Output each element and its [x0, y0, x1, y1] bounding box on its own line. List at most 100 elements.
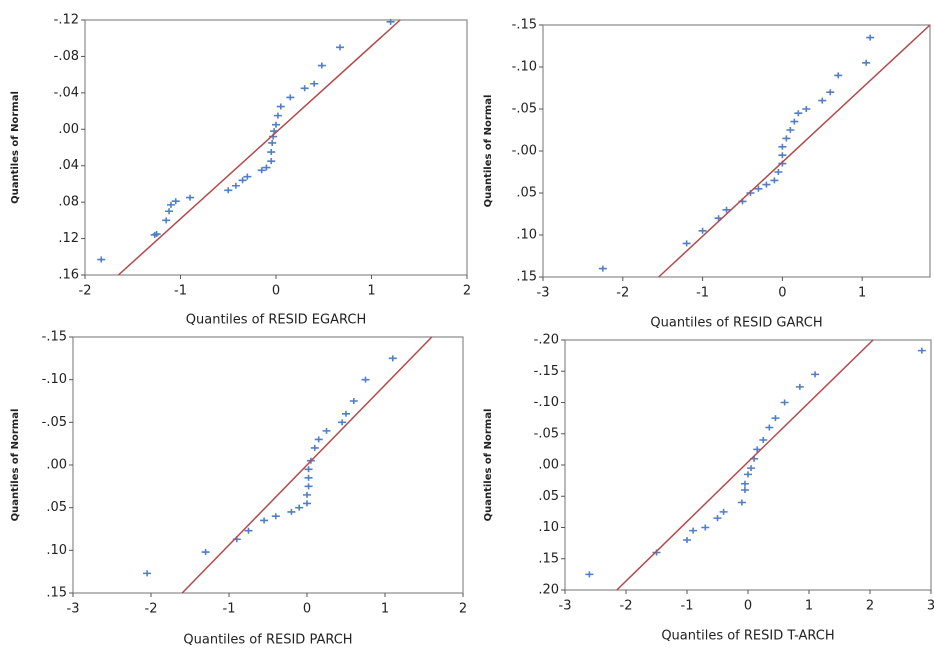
- y-tick-label: .05: [46, 500, 67, 515]
- point: [165, 208, 174, 215]
- point: [243, 173, 252, 180]
- point: [304, 466, 313, 473]
- y-tick-label: .05: [516, 186, 537, 201]
- point: [762, 181, 771, 188]
- point: [267, 158, 276, 165]
- point: [826, 89, 835, 96]
- point: [231, 182, 240, 189]
- point: [683, 537, 691, 543]
- point: [271, 513, 280, 520]
- point: [273, 112, 282, 119]
- point: [778, 143, 787, 150]
- point: [224, 187, 233, 194]
- reference-line: [616, 339, 874, 591]
- y-tick-label: .00: [46, 458, 67, 473]
- x-tick-label: -2: [79, 284, 92, 299]
- y-tick-label: -.10: [534, 395, 559, 410]
- point: [737, 499, 746, 506]
- point: [790, 118, 799, 125]
- point: [834, 72, 843, 79]
- x-tick-label: -1: [174, 284, 187, 299]
- x-tick-label: -3: [537, 286, 550, 301]
- point: [335, 44, 344, 51]
- point: [689, 527, 698, 534]
- point: [585, 571, 594, 578]
- point: [317, 62, 326, 69]
- point: [143, 570, 152, 577]
- point: [276, 103, 285, 110]
- y-tick-label: .05: [538, 489, 559, 504]
- point: [818, 97, 827, 104]
- point: [268, 139, 277, 146]
- point: [713, 515, 722, 522]
- point: [286, 94, 295, 101]
- y-tick-label: -.12: [54, 13, 79, 28]
- point: [866, 34, 875, 41]
- point: [740, 480, 749, 487]
- x-tick-label: -2: [145, 602, 158, 617]
- point: [598, 265, 607, 272]
- point: [267, 149, 276, 156]
- point: [759, 437, 768, 443]
- point: [310, 444, 319, 451]
- point: [162, 217, 171, 224]
- point: [811, 371, 820, 378]
- point: [303, 500, 311, 507]
- x-tick-label: 0: [744, 599, 752, 614]
- y-tick-label: .15: [516, 270, 537, 285]
- point: [186, 194, 195, 201]
- y-tick-label: .10: [46, 543, 67, 558]
- point: [719, 508, 728, 515]
- point: [304, 483, 313, 490]
- point: [917, 347, 926, 354]
- y-tick-label: .04: [58, 158, 79, 173]
- point: [244, 527, 253, 534]
- plot-area: [564, 339, 932, 591]
- y-tick-label: -.15: [42, 330, 67, 345]
- point: [262, 164, 271, 171]
- x-axis-label: Quantiles of RESID PARCH: [183, 633, 352, 648]
- y-axis-label: Quantiles of Normal: [483, 95, 494, 208]
- y-tick-label: -.00: [512, 144, 537, 159]
- point: [747, 465, 756, 472]
- x-tick-label: 2: [866, 599, 874, 614]
- x-tick-label: 0: [303, 602, 311, 617]
- point: [361, 376, 370, 383]
- point: [771, 415, 780, 422]
- point: [349, 398, 358, 404]
- y-tick-label: -.10: [42, 372, 67, 387]
- point: [386, 18, 395, 25]
- point: [152, 231, 161, 238]
- point: [754, 185, 763, 192]
- plot-area: [72, 336, 464, 594]
- x-tick-label: -3: [559, 599, 572, 614]
- plot-area: [542, 24, 931, 278]
- point: [295, 504, 304, 511]
- x-tick-label: 1: [381, 602, 389, 617]
- x-tick-label: 0: [272, 284, 280, 299]
- y-tick-label: .16: [58, 268, 79, 283]
- point: [795, 383, 804, 390]
- x-tick-label: -2: [620, 599, 633, 614]
- point: [171, 198, 180, 205]
- x-tick-label: 2: [463, 284, 471, 299]
- point: [303, 491, 311, 498]
- x-tick-label: 0: [778, 286, 786, 301]
- y-tick-label: .12: [58, 231, 79, 246]
- y-tick-label: .00: [58, 122, 79, 137]
- y-tick-label: -.05: [512, 102, 537, 117]
- point: [342, 410, 350, 417]
- y-tick-label: -.15: [512, 18, 537, 33]
- y-axis-label: Quantiles of Normal: [10, 409, 21, 522]
- y-axis-label: Quantiles of Normal: [483, 409, 494, 522]
- x-tick-label: 1: [367, 284, 375, 299]
- point: [862, 59, 871, 66]
- point: [166, 201, 175, 208]
- y-tick-label: .10: [538, 520, 559, 535]
- y-tick-label: .00: [538, 458, 559, 473]
- point: [701, 524, 710, 531]
- point: [740, 487, 749, 493]
- x-tick-label: 2: [459, 602, 467, 617]
- point: [744, 471, 752, 478]
- y-tick-label: -.08: [54, 49, 79, 64]
